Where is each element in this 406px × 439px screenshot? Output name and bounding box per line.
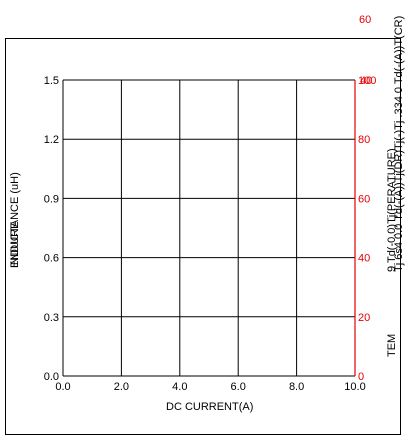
y-left-tick-label: 1.2 bbox=[44, 134, 59, 146]
y-left-tick-label: 1.5 bbox=[44, 75, 59, 87]
y-left-tick-label: 0.3 bbox=[44, 312, 59, 324]
y-axis-left-title-overlap: ENDURE bbox=[9, 221, 21, 268]
x-tick-label: 6.0 bbox=[231, 381, 246, 393]
x-tick-label: 4.0 bbox=[172, 381, 187, 393]
y-left-tick-label: 0.0 bbox=[44, 371, 59, 383]
x-tick-label: 8.0 bbox=[289, 381, 304, 393]
x-tick-label: 0.0 bbox=[55, 381, 70, 393]
y-right-tick-label: 80 bbox=[358, 134, 370, 146]
x-tick-label: 10.0 bbox=[344, 381, 365, 393]
chart-frame bbox=[5, 38, 401, 435]
y-left-tick-label: 0.9 bbox=[44, 193, 59, 205]
y-axis-right-title: TEM bbox=[386, 333, 398, 357]
right-edge-text: Tj 6s4 0.0 Td(-(A))Tj(DR)Tj(-)Tj .334 0 … bbox=[393, 15, 405, 272]
x-tick-label: 2.0 bbox=[114, 381, 129, 393]
y-right-tick-label: 20 bbox=[358, 312, 370, 324]
y-right-tick-label: 40 bbox=[358, 253, 370, 265]
y-right-tick-label: 60 bbox=[358, 193, 370, 205]
y-right-extra-tick-label: 60 bbox=[359, 14, 372, 26]
x-axis-title: DC CURRENT(A) bbox=[166, 401, 254, 413]
y-right-overlap-tick-label: 40 bbox=[360, 75, 373, 87]
y-left-tick-label: 0.6 bbox=[44, 253, 59, 265]
y-right-tick-label: 0 bbox=[358, 371, 364, 383]
y-right-tick-label: 100 bbox=[358, 75, 376, 87]
